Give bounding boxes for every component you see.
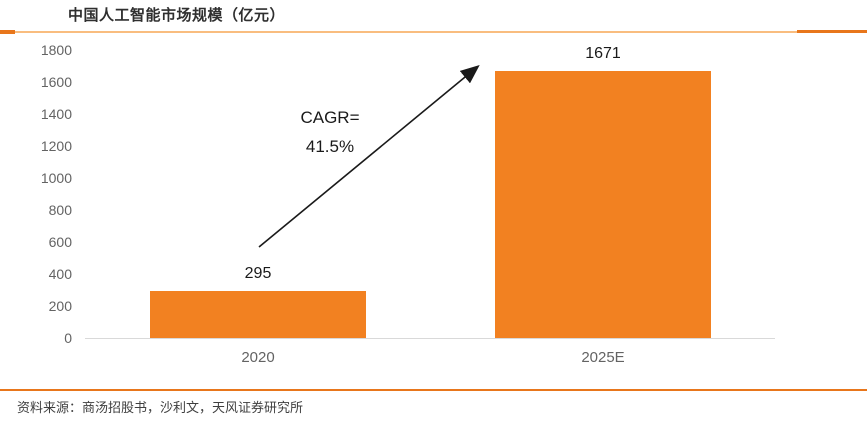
- bar-2025e: [495, 71, 711, 338]
- y-axis-tick-label: 1600: [40, 74, 72, 90]
- y-axis-tick-label: 1000: [40, 170, 72, 186]
- header-accent-line: [0, 31, 867, 33]
- source-note: 资料来源：商汤招股书，沙利文，天风证券研究所: [17, 400, 304, 415]
- header-accent-cap-right: [797, 30, 867, 33]
- cagr-annotation-line2: 41.5%: [305, 137, 355, 156]
- y-axis-tick-label: 1400: [40, 106, 72, 122]
- y-axis-tick-label: 600: [48, 234, 72, 250]
- y-axis-tick-label: 1200: [40, 138, 72, 154]
- y-axis-tick-label: 0: [64, 330, 72, 346]
- cagr-annotation: CAGR= 41.5%: [288, 103, 372, 161]
- cagr-annotation-line1: CAGR=: [300, 108, 360, 127]
- footer-accent-line: [0, 389, 867, 391]
- y-axis-tick-label: 1800: [40, 42, 72, 58]
- chart-title: 中国人工智能市场规模（亿元）: [68, 7, 286, 24]
- bar-value-label: 295: [244, 265, 272, 282]
- x-axis-label: 2025E: [581, 349, 625, 366]
- y-axis-tick-label: 800: [48, 202, 72, 218]
- bar-2020: [150, 291, 366, 338]
- y-axis-tick-label: 200: [48, 298, 72, 314]
- header-accent-cap-left: [0, 30, 15, 34]
- bar-value-label: 1671: [585, 45, 621, 62]
- x-axis-label: 2020: [241, 349, 275, 366]
- x-axis-line: [85, 338, 775, 339]
- y-axis-tick-label: 400: [48, 266, 72, 282]
